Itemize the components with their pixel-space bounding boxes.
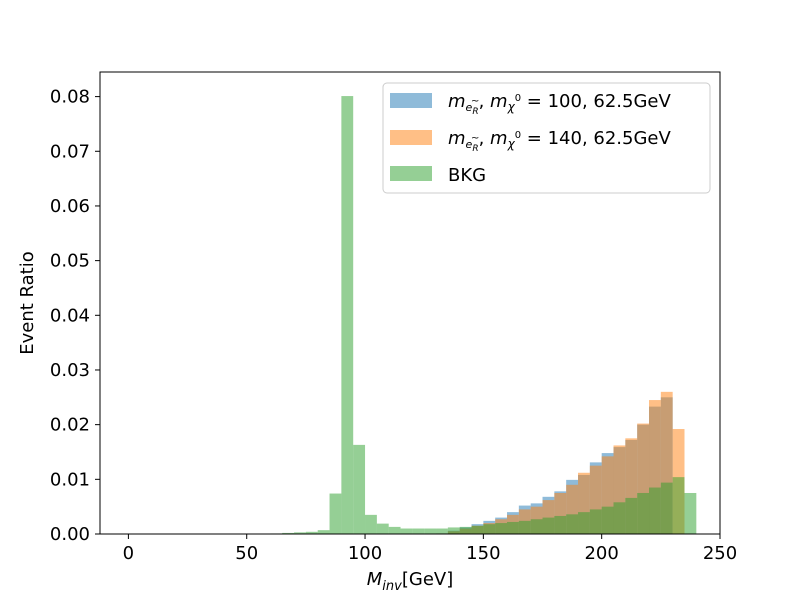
y-axis-label: Event Ratio [17,251,38,355]
bar [672,477,685,534]
x-tick-label: 200 [584,543,618,564]
bar [518,520,531,534]
bar [613,502,626,534]
bar [578,512,590,534]
x-tick-label: 250 [703,543,737,564]
bar [637,492,650,534]
y-tick-label: 0.00 [50,524,90,545]
bar [637,423,650,534]
bars-layer [270,96,697,534]
series-2 [270,96,697,534]
y-tick-label: 0.04 [50,305,90,326]
bar [376,523,389,534]
bar [400,528,413,534]
bar [353,444,366,534]
y-tick-label: 0.02 [50,415,90,436]
legend-tilde-signal-140: ~ [471,133,479,144]
bar [542,517,555,534]
bar [589,465,602,534]
bar [388,526,401,534]
x-tick-label: 150 [466,543,500,564]
bar [649,487,661,534]
legend-label-signal-140: meR, mχ0 = 140, 62.5GeV [448,128,672,154]
bar [613,445,626,534]
bar [317,530,330,534]
bar [601,506,614,534]
bar [554,515,567,534]
bar [625,497,638,534]
bar [471,525,484,534]
bar [660,391,673,534]
bar [578,472,590,534]
y-tick-label: 0.08 [50,87,90,108]
bar [601,456,614,534]
bar [566,484,579,534]
bar [412,528,425,534]
legend-box [382,82,711,194]
y-tick-label: 0.06 [50,196,90,217]
x-tick-label: 0 [123,543,134,564]
bar [294,532,306,534]
bar [436,528,448,534]
y-tick-label: 0.03 [50,360,90,381]
bar [341,96,354,534]
bar [589,509,602,534]
legend-swatch-signal-140 [390,130,432,145]
bar [507,521,519,534]
y-tick-label: 0.05 [50,251,90,272]
bar [530,519,543,534]
y-tick-label: 0.07 [50,141,90,162]
legend-swatch-signal-100 [390,93,432,108]
bar [447,527,460,534]
bar [329,493,342,534]
bar [566,514,579,534]
bar [459,526,472,534]
bar [424,528,437,534]
bar [625,438,638,534]
y-tick-label: 0.01 [50,469,90,490]
x-axis: 0 50 100 150 200 250 [123,534,737,564]
x-tick-label: 50 [235,543,258,564]
bar [483,524,496,534]
legend-tilde-signal-100: ~ [471,96,479,107]
bar [660,482,673,534]
bar [495,523,508,534]
y-axis: 0.00 0.01 0.02 0.03 0.04 0.05 0.06 0.07 0.08 [50,87,100,545]
bar [649,400,661,534]
bar [554,492,567,534]
bar [305,531,318,534]
legend: meR, mχ0 = 100, 62.5GeV ~ meR, mχ0 = 140… [382,82,711,194]
bar [282,532,295,534]
legend-swatch-bkg [390,166,432,181]
x-tick-label: 100 [348,543,382,564]
x-axis-label: Minv[GeV] [367,569,453,594]
bar [365,514,377,534]
bar [684,492,697,534]
legend-label-signal-100: meR, mχ0 = 100, 62.5GeV [448,91,672,117]
plot-frame [99,71,721,535]
bar [542,500,555,534]
legend-label-bkg: BKG [448,165,486,186]
